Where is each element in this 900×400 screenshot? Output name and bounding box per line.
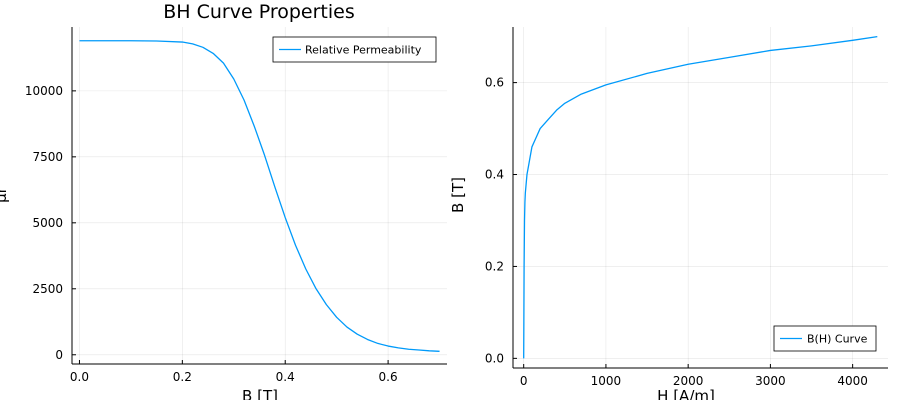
y-tick-label: 10000 <box>25 84 63 98</box>
grid-left <box>72 27 447 364</box>
y-axis-label-left: μr <box>0 186 10 203</box>
y-tick-label: 0.2 <box>485 259 504 273</box>
series-left <box>79 40 440 352</box>
panel-left: 0.0 0.2 0.4 0.6 0 2500 5000 7500 10000 BH Curve… <box>0 1 447 400</box>
y-tick-label: 7500 <box>32 150 63 164</box>
series-line <box>523 36 878 359</box>
series-right <box>523 36 878 359</box>
legend-label-left: Relative Permeability <box>305 44 422 57</box>
legend-left: Relative Permeability <box>272 36 437 63</box>
y-tick-label: 2500 <box>32 282 63 296</box>
x-axis-label-right: H [A/m] <box>657 387 715 400</box>
x-tick-label: 0.4 <box>276 370 295 384</box>
x-ticks-left: 0.0 0.2 0.4 0.6 <box>70 360 398 384</box>
grid-right <box>513 27 888 368</box>
y-ticks-left: 0 2500 5000 7500 10000 <box>25 84 76 362</box>
x-tick-label: 3000 <box>755 374 786 388</box>
y-tick-label: 0.4 <box>485 168 504 182</box>
x-tick-label: 4000 <box>837 374 868 388</box>
x-tick-label: 1000 <box>591 374 622 388</box>
panel-right: 0 1000 2000 3000 4000 0.0 0.2 0.4 0.6 H [A/m] B… <box>449 27 888 400</box>
y-tick-label: 0.0 <box>485 351 504 365</box>
x-tick-label: 0.6 <box>379 370 398 384</box>
y-tick-label: 0 <box>55 348 63 362</box>
legend-right: B(H) Curve <box>773 325 877 352</box>
series-line <box>79 40 440 352</box>
chart-title: BH Curve Properties <box>163 1 354 23</box>
x-ticks-right: 0 1000 2000 3000 4000 <box>520 364 868 388</box>
y-tick-label: 0.6 <box>485 76 504 90</box>
x-tick-label: 0.0 <box>70 370 89 384</box>
legend-label-right: B(H) Curve <box>807 333 868 346</box>
y-ticks-right: 0.0 0.2 0.4 0.6 <box>485 76 517 365</box>
x-tick-label: 0 <box>520 374 528 388</box>
x-axis-label-left: B [T] <box>242 387 278 400</box>
y-tick-label: 5000 <box>32 216 63 230</box>
y-axis-label-right: B [T] <box>449 177 467 213</box>
x-tick-label: 2000 <box>673 374 704 388</box>
x-tick-label: 0.2 <box>173 370 192 384</box>
